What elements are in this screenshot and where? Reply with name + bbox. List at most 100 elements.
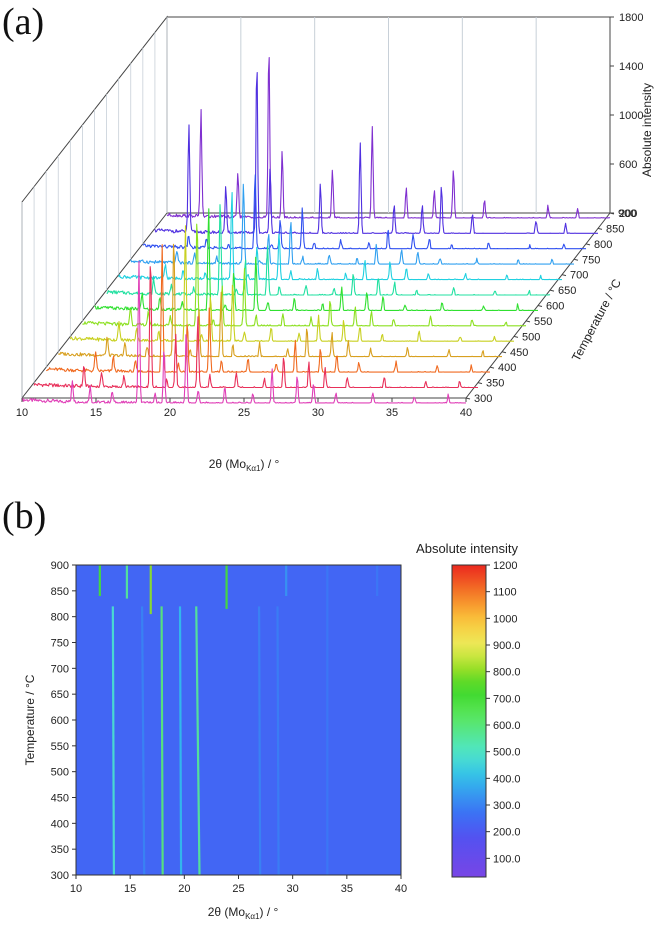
z-tick-label: 1000	[619, 110, 643, 122]
trace-650	[106, 204, 551, 296]
heatmap-streak	[257, 606, 262, 875]
temp-tick-label: 450	[510, 347, 528, 359]
colorbar-title: Absolute intensity	[416, 541, 518, 556]
heatmap-y-tick-label: 850	[51, 586, 69, 598]
z-tick-label: 1400	[619, 61, 643, 73]
temp-tick-label: 850	[606, 223, 624, 235]
temp-tick-label: 400	[498, 362, 516, 374]
trace-550	[82, 223, 527, 327]
temp-tick-label: 500	[522, 331, 540, 343]
heatmap-x-tick-label: 10	[70, 883, 82, 895]
colorbar	[451, 564, 487, 878]
heatmap-background	[76, 565, 401, 875]
temp-tick-mark	[477, 382, 483, 385]
trace-800	[142, 174, 586, 250]
temp-tick-label: 300	[474, 393, 492, 405]
colorbar-tick-label: 1000	[493, 613, 517, 625]
trace-300	[21, 260, 466, 404]
temp-axis-title: Temperature / °C	[569, 276, 624, 363]
temp-tick-label: 800	[594, 239, 612, 251]
waterfall-plot: 10 15 20 25 30 35 40 2θ (MoKα1) / ° 300 350 400 450…	[16, 12, 654, 473]
heatmap-x-axis-title-unit: ) / °	[259, 905, 278, 919]
colorbar-tick-label: 300.0	[493, 800, 521, 812]
colorbar-tick-label: 700.0	[493, 693, 521, 705]
heatmap-y-tick-label: 700	[51, 663, 69, 675]
temp-tick-mark	[597, 227, 603, 230]
colorbar-tick-label: 900.0	[493, 640, 521, 652]
x-tick-label: 25	[238, 407, 250, 419]
colorbar-tick-label: 1100	[493, 587, 517, 599]
heatmap-streak	[160, 606, 164, 875]
heatmap-x-axis-title: 2θ (MoKα1) / °	[208, 905, 279, 921]
heatmap-x-tick-label: 15	[124, 883, 136, 895]
heatmap-streak	[225, 565, 228, 609]
temp-tick-mark	[549, 289, 555, 292]
heatmap-streak	[98, 565, 101, 596]
heatmap-x-axis-title-subscript: Kα1	[245, 912, 260, 921]
x-tick-label: 15	[90, 407, 102, 419]
colorbar-tick-label: 600.0	[493, 720, 521, 732]
trace-450	[58, 243, 502, 358]
heatmap-streak	[140, 606, 146, 875]
heatmap-y-tick-label: 450	[51, 793, 69, 805]
heatmap-streak	[195, 606, 201, 875]
temp-tick-label: 550	[534, 316, 552, 328]
z-tick-label: 200	[619, 208, 637, 220]
x-axis-title-unit: ) / °	[260, 457, 279, 471]
heatmap-x-tick-label: 30	[287, 883, 299, 895]
trace-500	[69, 225, 514, 342]
x-tick-label: 10	[16, 407, 28, 419]
heatmap-streak	[178, 606, 183, 875]
heatmap-y-tick-label: 750	[51, 638, 69, 650]
heatmap-streak	[125, 565, 129, 599]
temp-tick-mark	[465, 397, 471, 400]
x-axis-title: 2θ (MoKα1) / °	[209, 457, 280, 473]
heatmap-y-tick-label: 400	[51, 818, 69, 830]
x-tick-label: 30	[312, 407, 324, 419]
trace-350	[33, 266, 478, 389]
x-tick-label: 40	[460, 407, 472, 419]
trace-600	[94, 208, 538, 311]
heatmap-streak	[149, 565, 152, 615]
heatmap-y-tick-label: 500	[51, 767, 69, 779]
panel-b-label: (b)	[2, 495, 46, 537]
z-tick-label: 1800	[619, 12, 643, 24]
trace-750	[130, 183, 574, 265]
heatmap-streak	[285, 565, 288, 596]
heatmap-streak	[276, 606, 280, 875]
temp-tick-mark	[489, 366, 495, 369]
temp-tick-mark	[561, 274, 567, 277]
z-axis-title: Absolute intensity	[640, 83, 654, 177]
x-tick-label: 35	[386, 407, 398, 419]
temp-tick-label: 650	[558, 285, 576, 297]
heatmap-y-tick-label: 650	[51, 689, 69, 701]
temp-tick-mark	[573, 258, 579, 261]
temp-tick-label: 900	[618, 208, 636, 220]
temp-tick-mark	[513, 335, 519, 338]
heatmap-plot: 10 15 20 25 30 35 40 2θ (MoKα1) / ° 300 350 400 450…	[23, 541, 521, 921]
heatmap-streak	[376, 565, 379, 596]
heatmap-streak	[326, 565, 329, 875]
heatmap-y-tick-label: 800	[51, 612, 69, 624]
colorbar-tick-label: 400.0	[493, 773, 521, 785]
temp-tick-label: 600	[546, 301, 564, 313]
colorbar-tick-label: 1200	[493, 560, 517, 572]
heatmap-y-tick-label: 300	[51, 870, 69, 882]
x-tick-label: 20	[164, 407, 176, 419]
panel-a-label: (a)	[2, 1, 44, 43]
temp-tick-mark	[501, 351, 507, 354]
heatmap-y-axis-title: Temperature / °C	[23, 674, 37, 765]
heatmap-y-tick-label: 600	[51, 715, 69, 727]
trace-700	[118, 191, 562, 281]
colorbar-tick-label: 500.0	[493, 747, 521, 759]
trace-400	[46, 244, 490, 373]
temp-tick-label: 750	[582, 254, 600, 266]
trace-850	[154, 71, 598, 234]
x-axis-title-subscript: Kα1	[246, 464, 261, 473]
heatmap-x-tick-label: 40	[395, 883, 407, 895]
heatmap-x-tick-label: 20	[178, 883, 190, 895]
colorbar-tick-label: 800.0	[493, 667, 521, 679]
temp-tick-mark	[585, 243, 591, 246]
temp-tick-label: 350	[486, 378, 504, 390]
